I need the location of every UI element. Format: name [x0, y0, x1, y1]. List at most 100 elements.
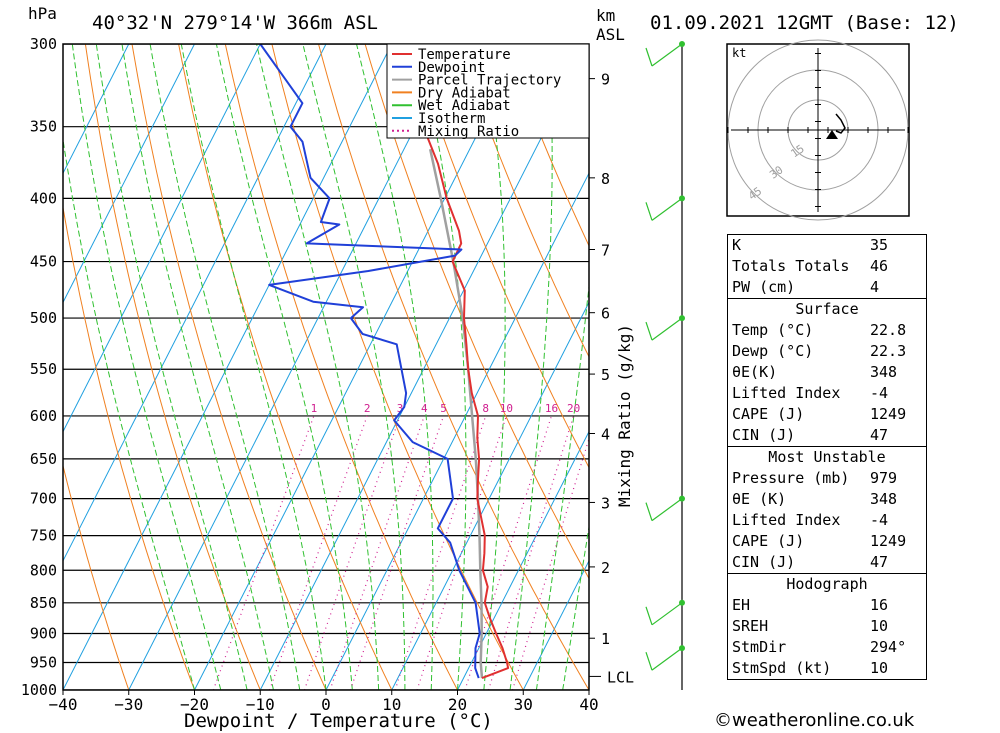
index-value: 46	[870, 257, 889, 275]
most-unstable-row: Pressure (mb) 979	[728, 468, 927, 489]
hodograph-row: SREH 10	[728, 616, 927, 637]
lcl-label: LCL	[607, 668, 634, 686]
index-label: K	[732, 236, 742, 254]
km-label: km	[596, 6, 615, 25]
isotherm-line	[325, 172, 589, 690]
mixing-ratio-label: 16	[545, 402, 558, 415]
dry-adiabat-line	[318, 44, 589, 690]
index-label: CAPE (J)	[732, 405, 805, 423]
pressure-tick-label: 750	[30, 527, 57, 545]
pressure-tick-label: 450	[30, 253, 57, 271]
isotherm-line	[194, 44, 524, 690]
surface-row: Temp (°C) 22.8	[728, 320, 927, 341]
x-tick-label: 40	[579, 695, 598, 714]
most-unstable-row: CIN (J) 47	[728, 552, 927, 574]
pressure-tick-label: 900	[30, 624, 57, 642]
dewpoint-profile	[259, 44, 481, 679]
hpa-label: hPa	[28, 4, 57, 23]
index-value: -4	[870, 384, 889, 402]
wind-barb-flag	[645, 651, 653, 671]
index-value: 348	[870, 363, 898, 381]
hodograph-row: EH 16	[728, 595, 927, 616]
pressure-tick-label: 400	[30, 189, 57, 207]
location-title: 40°32'N 279°14'W 366m ASL	[92, 12, 378, 34]
index-label: Lifted Index	[732, 511, 841, 529]
wet-adiabat-line	[121, 44, 274, 690]
surface-row: Lifted Index -4	[728, 383, 927, 404]
mixing-ratio-line	[511, 436, 589, 690]
mixing-ratio-line	[329, 415, 425, 690]
pressure-tick-label: 550	[30, 360, 57, 378]
index-value: 348	[870, 490, 898, 508]
index-value: 47	[870, 426, 889, 444]
hodograph-ring-label: 45	[746, 185, 764, 203]
mixing-ratio-line	[487, 415, 575, 690]
isotherm-line	[63, 44, 130, 175]
isotherm-line	[128, 44, 458, 690]
x-tick-label: −30	[114, 695, 143, 714]
section-title: Most Unstable	[727, 446, 927, 468]
most-unstable-row: Lifted Index -4	[728, 510, 927, 531]
km-tick-label: 1	[601, 630, 610, 648]
km-tick-label: 2	[601, 559, 610, 577]
mixing-ratio-label: 10	[500, 402, 513, 415]
x-tick-label: 10	[382, 695, 401, 714]
mixing-ratio-label: 1	[311, 402, 318, 415]
km-tick-label: 5	[601, 366, 610, 384]
pressure-tick-label: 1000	[21, 681, 57, 699]
hodograph-row: StmDir 294°	[728, 637, 927, 658]
wet-adiabat-line	[215, 44, 353, 690]
mixing-ratio-label: 8	[482, 402, 489, 415]
isotherm-line	[259, 44, 589, 690]
hodograph-ring-label: 30	[767, 163, 785, 181]
index-value: 10	[870, 617, 889, 635]
section-title: Surface	[727, 298, 927, 320]
legend-label: Dry Adiabat	[418, 85, 511, 101]
wind-barb-staff	[651, 317, 683, 341]
dry-adiabat-line	[925, 44, 1000, 690]
index-label: CIN (J)	[732, 426, 796, 444]
indices-table: K 35 Totals Totals 46 PW (cm) 4 Surface Temp (°…	[727, 234, 927, 680]
x-tick-label: 30	[514, 695, 533, 714]
index-value: 47	[870, 553, 889, 571]
x-tick-label: 20	[448, 695, 467, 714]
mixing-ratio-label: 4	[421, 402, 428, 415]
surface-row: CAPE (J) 1249	[728, 404, 927, 425]
index-label: CAPE (J)	[732, 532, 805, 550]
wet-adiabat-line	[355, 44, 434, 690]
km-tick-label: 9	[601, 71, 610, 89]
mixing-ratio-line	[212, 415, 315, 690]
dry-adiabat-line	[457, 44, 589, 358]
index-row: PW (cm) 4	[728, 277, 927, 299]
temperature-profile	[397, 44, 510, 680]
section-title: Hodograph	[727, 573, 927, 595]
dry-adiabat-line	[224, 44, 458, 690]
km-tick-label: 3	[601, 494, 610, 512]
legend-label: Wet Adiabat	[418, 98, 511, 114]
pressure-tick-label: 700	[30, 490, 57, 508]
index-value: 35	[870, 236, 889, 254]
wind-barb-staff	[651, 647, 683, 671]
wind-barb-flag	[645, 202, 653, 221]
plot-frame	[62, 43, 590, 691]
asl-label: ASL	[596, 25, 625, 44]
dry-adiabat-line	[971, 44, 1000, 690]
dry-adiabat-line	[411, 44, 589, 469]
pressure-tick-label: 650	[30, 450, 57, 468]
mixing-ratio-label: 20	[567, 402, 580, 415]
datetime-title: 01.09.2021 12GMT (Base: 12)	[650, 12, 959, 34]
legend-label: Mixing Ratio	[418, 124, 519, 140]
legend-label: Isotherm	[418, 111, 485, 127]
pressure-tick-label: 850	[30, 594, 57, 612]
km-tick-label: 6	[601, 305, 610, 323]
parcel-trajectory-profile	[428, 148, 484, 679]
wet-adiabat-line	[180, 44, 327, 690]
x-axis-title: Dewpoint / Temperature (°C)	[184, 710, 493, 732]
index-label: SREH	[732, 617, 769, 635]
most-unstable-row: θE (K) 348	[728, 489, 927, 510]
wet-adiabat-line	[71, 44, 222, 690]
index-value: 16	[870, 596, 889, 614]
pressure-tick-label: 500	[30, 309, 57, 327]
